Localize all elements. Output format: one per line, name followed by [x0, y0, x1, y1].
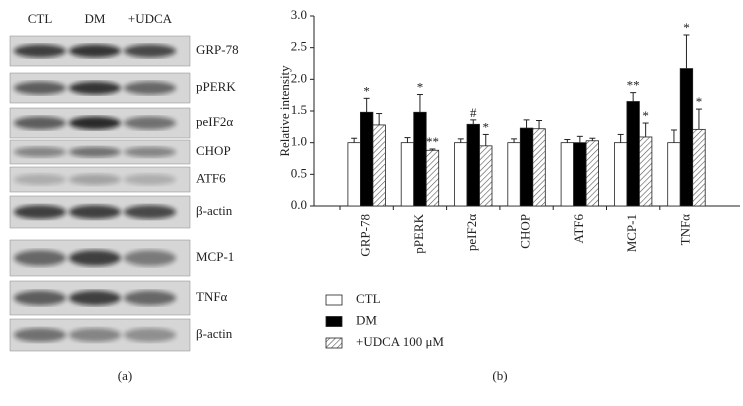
lane-label: CTL — [28, 11, 53, 26]
band-label: TNFα — [196, 289, 228, 304]
bar — [400, 142, 415, 207]
y-tick-label: 3.0 — [291, 7, 307, 22]
blot-band — [69, 146, 121, 158]
bar — [560, 142, 574, 207]
blot-band — [14, 290, 66, 306]
significance-mark: ** — [627, 78, 640, 93]
bar — [479, 145, 493, 207]
blot-band — [69, 327, 121, 343]
x-tick-label: GRP-78 — [358, 214, 373, 257]
bar — [585, 140, 599, 207]
y-tick-label: 1.0 — [291, 134, 307, 149]
blot-band — [69, 174, 121, 185]
bar — [667, 142, 681, 207]
y-tick-label: 2.0 — [291, 70, 307, 85]
band-label: MCP-1 — [196, 249, 234, 264]
lane-label: DM — [85, 11, 106, 26]
blot-band — [124, 81, 176, 95]
significance-mark: # — [470, 105, 477, 120]
significance-mark: * — [417, 80, 424, 95]
legend-swatch — [325, 294, 343, 306]
bar — [413, 111, 427, 207]
significance-mark: * — [696, 94, 703, 109]
significance-mark: ** — [426, 134, 439, 149]
x-tick-label: MCP-1 — [624, 214, 639, 252]
blot-band — [14, 81, 66, 95]
bar — [466, 123, 480, 207]
band-label: β-actin — [196, 203, 233, 218]
bar — [679, 68, 694, 207]
blot-band — [124, 44, 176, 58]
x-tick-label: pPERK — [411, 213, 426, 253]
blot-band — [69, 81, 121, 95]
bar — [425, 149, 440, 207]
significance-mark: * — [483, 119, 490, 134]
bar — [614, 142, 628, 207]
blot-band — [69, 250, 121, 266]
blot-band — [14, 44, 66, 58]
bar — [359, 111, 374, 207]
band-label: pPERK — [196, 79, 236, 94]
significance-mark: * — [683, 20, 690, 35]
significance-mark: * — [363, 83, 370, 98]
bar — [639, 136, 653, 207]
x-tick-label: CHOP — [518, 214, 533, 249]
blot-band — [124, 250, 176, 266]
blot-band — [69, 116, 121, 130]
y-tick-label: 0.0 — [291, 197, 307, 212]
legend-label: CTL — [356, 291, 381, 306]
bar — [692, 128, 706, 207]
bar — [454, 142, 468, 207]
bar — [626, 101, 640, 207]
blot-band — [124, 290, 176, 306]
bar — [372, 124, 386, 207]
x-tick-label: ATF6 — [571, 214, 586, 244]
band-label: ATF6 — [196, 170, 226, 185]
bar — [507, 142, 521, 207]
blot-band — [124, 174, 176, 185]
panel-label: (b) — [492, 368, 507, 383]
legend-label: DM — [356, 312, 377, 327]
bar — [347, 142, 361, 207]
blot-band — [69, 290, 121, 306]
blot-band — [14, 116, 66, 130]
significance-mark: * — [642, 108, 649, 123]
band-label: GRP-78 — [196, 42, 239, 57]
bar — [532, 128, 546, 207]
blot-band — [124, 204, 176, 220]
band-label: β-actin — [196, 326, 233, 341]
lane-label: +UDCA — [128, 11, 173, 26]
legend-swatch — [325, 316, 343, 327]
blot-band — [14, 174, 66, 185]
blot-band — [14, 250, 66, 266]
band-label: peIF2α — [196, 114, 233, 129]
y-tick-label: 1.5 — [291, 102, 307, 117]
bar — [519, 127, 534, 207]
y-tick-label: 2.5 — [291, 39, 307, 54]
blot-band — [124, 327, 176, 343]
legend-swatch — [325, 337, 343, 349]
x-tick-label: TNFα — [677, 214, 692, 246]
blot-band — [124, 146, 176, 158]
band-label: CHOP — [196, 143, 231, 158]
x-tick-label: peIF2α — [464, 214, 479, 251]
legend-label: +UDCA 100 μM — [356, 334, 444, 349]
blot-band — [14, 146, 66, 158]
blot-band — [14, 204, 66, 220]
blot-band — [14, 327, 66, 343]
blot-band — [124, 116, 176, 130]
y-tick-label: 0.5 — [291, 165, 307, 180]
bar — [573, 142, 587, 207]
blot-band — [69, 44, 121, 58]
y-axis-label: Relative intensity — [277, 65, 292, 157]
panel-label: (a) — [118, 368, 132, 383]
blot-band — [69, 204, 121, 220]
